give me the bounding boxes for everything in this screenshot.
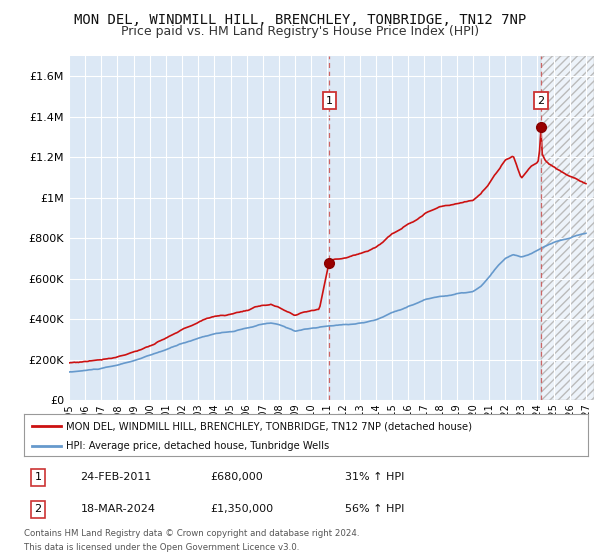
Text: 1: 1	[35, 472, 41, 482]
Text: 56% ↑ HPI: 56% ↑ HPI	[346, 505, 405, 515]
Text: MON DEL, WINDMILL HILL, BRENCHLEY, TONBRIDGE, TN12 7NP (detached house): MON DEL, WINDMILL HILL, BRENCHLEY, TONBR…	[66, 421, 472, 431]
Text: HPI: Average price, detached house, Tunbridge Wells: HPI: Average price, detached house, Tunb…	[66, 441, 329, 451]
Text: 18-MAR-2024: 18-MAR-2024	[80, 505, 155, 515]
Text: MON DEL, WINDMILL HILL, BRENCHLEY, TONBRIDGE, TN12 7NP: MON DEL, WINDMILL HILL, BRENCHLEY, TONBR…	[74, 13, 526, 27]
Text: 24-FEB-2011: 24-FEB-2011	[80, 472, 152, 482]
Text: Contains HM Land Registry data © Crown copyright and database right 2024.: Contains HM Land Registry data © Crown c…	[24, 530, 359, 539]
Text: £680,000: £680,000	[210, 472, 263, 482]
Text: 31% ↑ HPI: 31% ↑ HPI	[346, 472, 405, 482]
Text: 2: 2	[537, 96, 544, 106]
Text: This data is licensed under the Open Government Licence v3.0.: This data is licensed under the Open Gov…	[24, 543, 299, 552]
Text: 2: 2	[35, 505, 41, 515]
Text: £1,350,000: £1,350,000	[210, 505, 273, 515]
Text: 1: 1	[326, 96, 333, 106]
Text: Price paid vs. HM Land Registry's House Price Index (HPI): Price paid vs. HM Land Registry's House …	[121, 25, 479, 38]
